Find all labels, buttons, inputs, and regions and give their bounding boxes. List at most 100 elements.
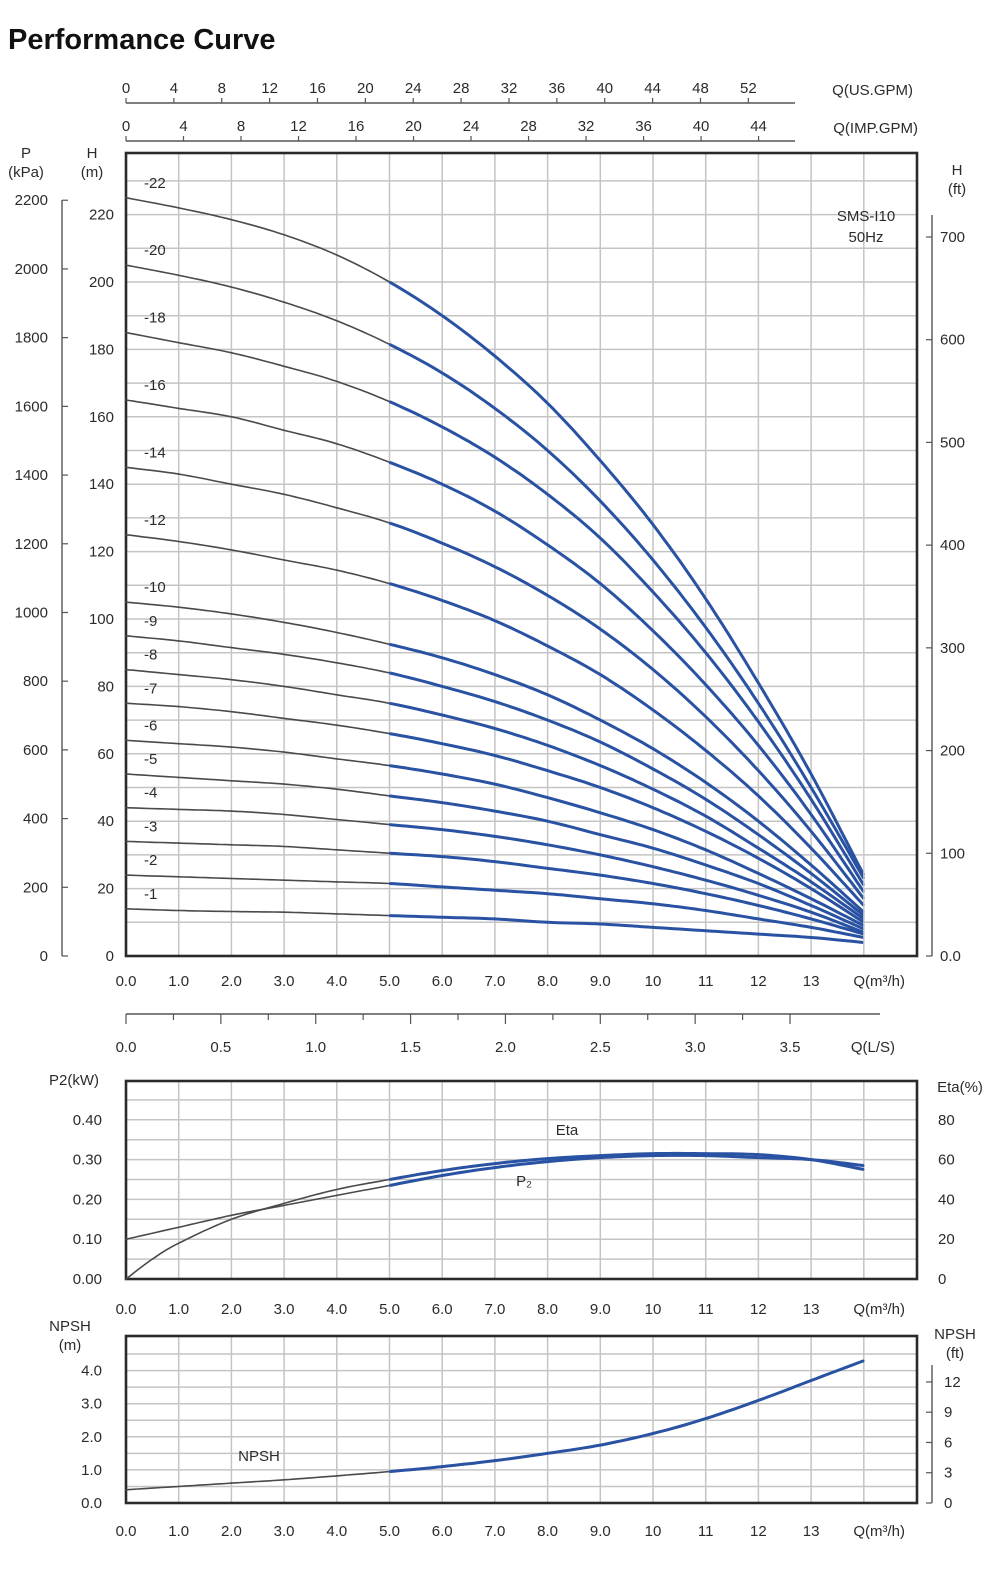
series-9-point	[125, 635, 127, 637]
series-10-point	[704, 781, 707, 784]
series-8-point	[546, 744, 549, 747]
x-tick-label: 1.0	[168, 1523, 189, 1540]
series-4-point	[336, 818, 338, 821]
x-tick-label: 13	[803, 1523, 820, 1540]
series-eta-point	[546, 1157, 549, 1160]
series-p-point	[863, 1164, 865, 1167]
x-tick-label: 1.0	[168, 973, 189, 990]
series-18-point	[757, 721, 760, 723]
x-tick-label: 12	[750, 973, 767, 990]
p-kpa-axis-unit: (kPa)	[8, 164, 44, 181]
series-p-point	[125, 1238, 127, 1240]
series-18-operating-line	[388, 400, 866, 886]
series-10-point	[494, 673, 496, 676]
series-20-point	[810, 786, 812, 789]
series-4-point	[757, 894, 760, 897]
series-22-point	[230, 218, 233, 221]
series-14-point	[441, 542, 444, 544]
us-gpm-tick-label: 0	[122, 80, 130, 97]
series-1-point	[757, 933, 760, 935]
series-label-3: -3	[144, 818, 157, 835]
series-2-point	[336, 881, 338, 883]
series-7-point	[810, 887, 812, 890]
h-m-tick-label: 20	[97, 881, 114, 898]
series-2-line	[125, 874, 390, 885]
series-8-line	[125, 668, 390, 705]
model-label: SMS-I10	[837, 208, 895, 225]
series-4-point	[283, 813, 285, 816]
series-5-point	[177, 776, 180, 779]
series-npsh-operating-line	[389, 1359, 865, 1474]
series-npsh-point	[810, 1379, 812, 1382]
x-tick-label: 2.0	[221, 973, 242, 990]
series-p-point	[757, 1156, 760, 1159]
series-20-line	[125, 264, 390, 346]
series-20-point	[704, 626, 707, 629]
series-3-point	[125, 840, 127, 843]
x-tick-label: 0.0	[116, 1301, 137, 1318]
series-10-point	[652, 747, 654, 750]
series-14-line	[125, 466, 390, 524]
series-7-line	[125, 702, 390, 735]
x-tick-label: 13	[803, 973, 820, 990]
series-20-point	[388, 343, 391, 346]
series-label-14: -14	[144, 444, 166, 461]
series-9-point	[546, 719, 549, 721]
series-10-point	[336, 631, 338, 634]
p-kpa-tick-label: 2200	[15, 192, 48, 209]
series-1-point	[494, 918, 496, 920]
h-m-tick-label: 220	[89, 207, 114, 224]
npsh-series-label: NPSH	[238, 1448, 280, 1465]
series-14-point	[336, 507, 338, 509]
q-ls-tick-label: 3.5	[780, 1039, 801, 1056]
series-2-point	[230, 877, 233, 880]
series-8-point	[336, 694, 338, 696]
series-2-point	[546, 892, 549, 895]
series-16-point	[388, 461, 391, 464]
series-p-point	[177, 1226, 180, 1229]
eta-tick-label: 0	[938, 1271, 946, 1288]
series-5-point	[388, 795, 391, 797]
series-label-4: -4	[144, 785, 157, 802]
series-8-point	[810, 881, 812, 883]
series-8-point	[704, 815, 707, 817]
series-label-5: -5	[144, 751, 157, 768]
series-10-point	[757, 820, 760, 822]
series-9-operating-line	[389, 671, 865, 917]
series-14-point	[652, 668, 654, 671]
series-label-2: -2	[144, 852, 157, 869]
h-ft-axis-label: H	[952, 162, 963, 179]
series-2-point	[388, 882, 391, 885]
q-ls-tick-label: 0.5	[210, 1039, 231, 1056]
series-22-point	[546, 402, 549, 405]
series-16-point	[599, 582, 602, 585]
x-tick-label: 8.0	[537, 973, 558, 990]
series-label-22: -22	[144, 175, 166, 192]
series-p-operating-line	[389, 1153, 864, 1187]
series-eta-point	[388, 1178, 391, 1181]
series-4-point	[388, 823, 391, 826]
series-16-point	[810, 813, 812, 816]
us-gpm-tick-label: 4	[170, 80, 178, 97]
imp-gpm-tick-label: 16	[348, 118, 365, 135]
series-10-point	[177, 606, 180, 608]
series-1-point	[546, 921, 549, 924]
series-2-point	[652, 903, 654, 905]
series-16-operating-line	[388, 460, 866, 893]
series-14-point	[177, 473, 180, 475]
us-gpm-tick-label: 44	[644, 80, 661, 97]
p-kpa-tick-label: 1600	[15, 398, 48, 415]
x-tick-label: 8.0	[537, 1523, 558, 1540]
h-ft-tick-label: 400	[940, 537, 965, 554]
series-12-point	[441, 599, 444, 602]
series-9-point	[441, 685, 444, 688]
series-p-point	[810, 1158, 812, 1161]
series-9-point	[652, 768, 654, 770]
series-6-point	[388, 764, 391, 767]
series-4-point	[230, 810, 233, 812]
series-12-point	[810, 847, 812, 849]
series-6-point	[599, 812, 602, 814]
series-5-point	[230, 780, 233, 782]
p2-tick-label: 0.10	[73, 1231, 102, 1248]
series-12-operating-line	[389, 582, 865, 907]
